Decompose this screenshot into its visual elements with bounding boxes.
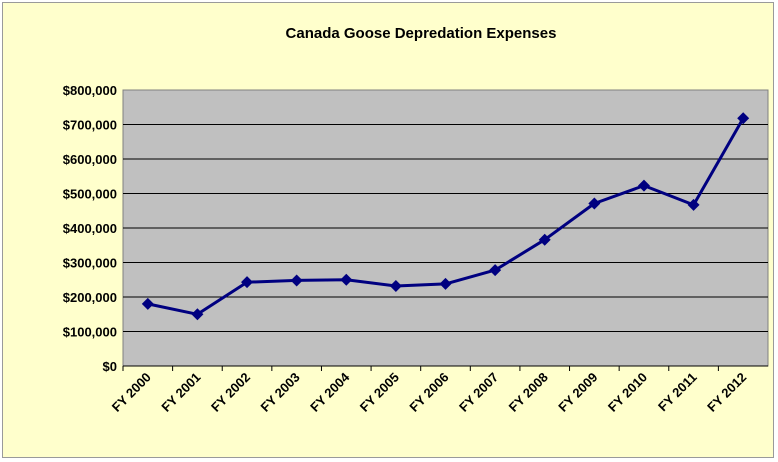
y-tick-label: $600,000 — [63, 152, 117, 167]
x-tick-label: FY 2001 — [158, 370, 203, 415]
y-tick-label: $400,000 — [63, 221, 117, 236]
y-tick-label: $700,000 — [63, 118, 117, 133]
x-tick-label: FY 2010 — [605, 370, 650, 415]
data-point — [290, 274, 303, 287]
y-tick-label: $300,000 — [63, 256, 117, 271]
data-markers — [141, 112, 750, 321]
data-point — [389, 279, 402, 292]
y-tick-label: $0 — [103, 359, 117, 374]
x-tick-label: FY 2002 — [208, 370, 253, 415]
data-point — [191, 308, 204, 321]
data-point — [141, 297, 154, 310]
x-tick-label: FY 2003 — [258, 370, 303, 415]
x-tick-label: FY 2012 — [704, 370, 749, 415]
data-point — [340, 273, 353, 286]
x-axis-ticks: FY 2000 FY 2001 FY 2002 FY 2003 FY 2004 FY 20… — [109, 366, 749, 415]
x-tick-label: FY 2000 — [109, 370, 154, 415]
y-tick-label: $100,000 — [63, 325, 117, 340]
y-tick-label: $200,000 — [63, 290, 117, 305]
y-tick-label: $800,000 — [63, 83, 117, 98]
x-tick-label: FY 2006 — [406, 370, 451, 415]
data-point — [538, 233, 551, 246]
x-tick-label: FY 2007 — [456, 370, 501, 415]
x-tick-label: FY 2009 — [555, 370, 600, 415]
y-tick-label: $500,000 — [63, 187, 117, 202]
x-tick-label: FY 2011 — [655, 370, 700, 415]
data-point — [241, 276, 254, 289]
data-point — [588, 197, 601, 210]
x-tick-label: FY 2005 — [357, 370, 402, 415]
data-point — [489, 264, 502, 277]
data-point — [637, 179, 650, 192]
data-point — [737, 112, 750, 125]
x-tick-label: FY 2004 — [307, 369, 353, 415]
data-point — [687, 198, 700, 211]
y-axis-ticks: $0 $100,000 $200,000 $300,000 $400,000 $500,0… — [63, 83, 117, 374]
chart-title: Canada Goose Depredation Expenses — [286, 25, 557, 42]
data-point — [439, 277, 452, 290]
x-tick-label: FY 2008 — [506, 370, 551, 415]
